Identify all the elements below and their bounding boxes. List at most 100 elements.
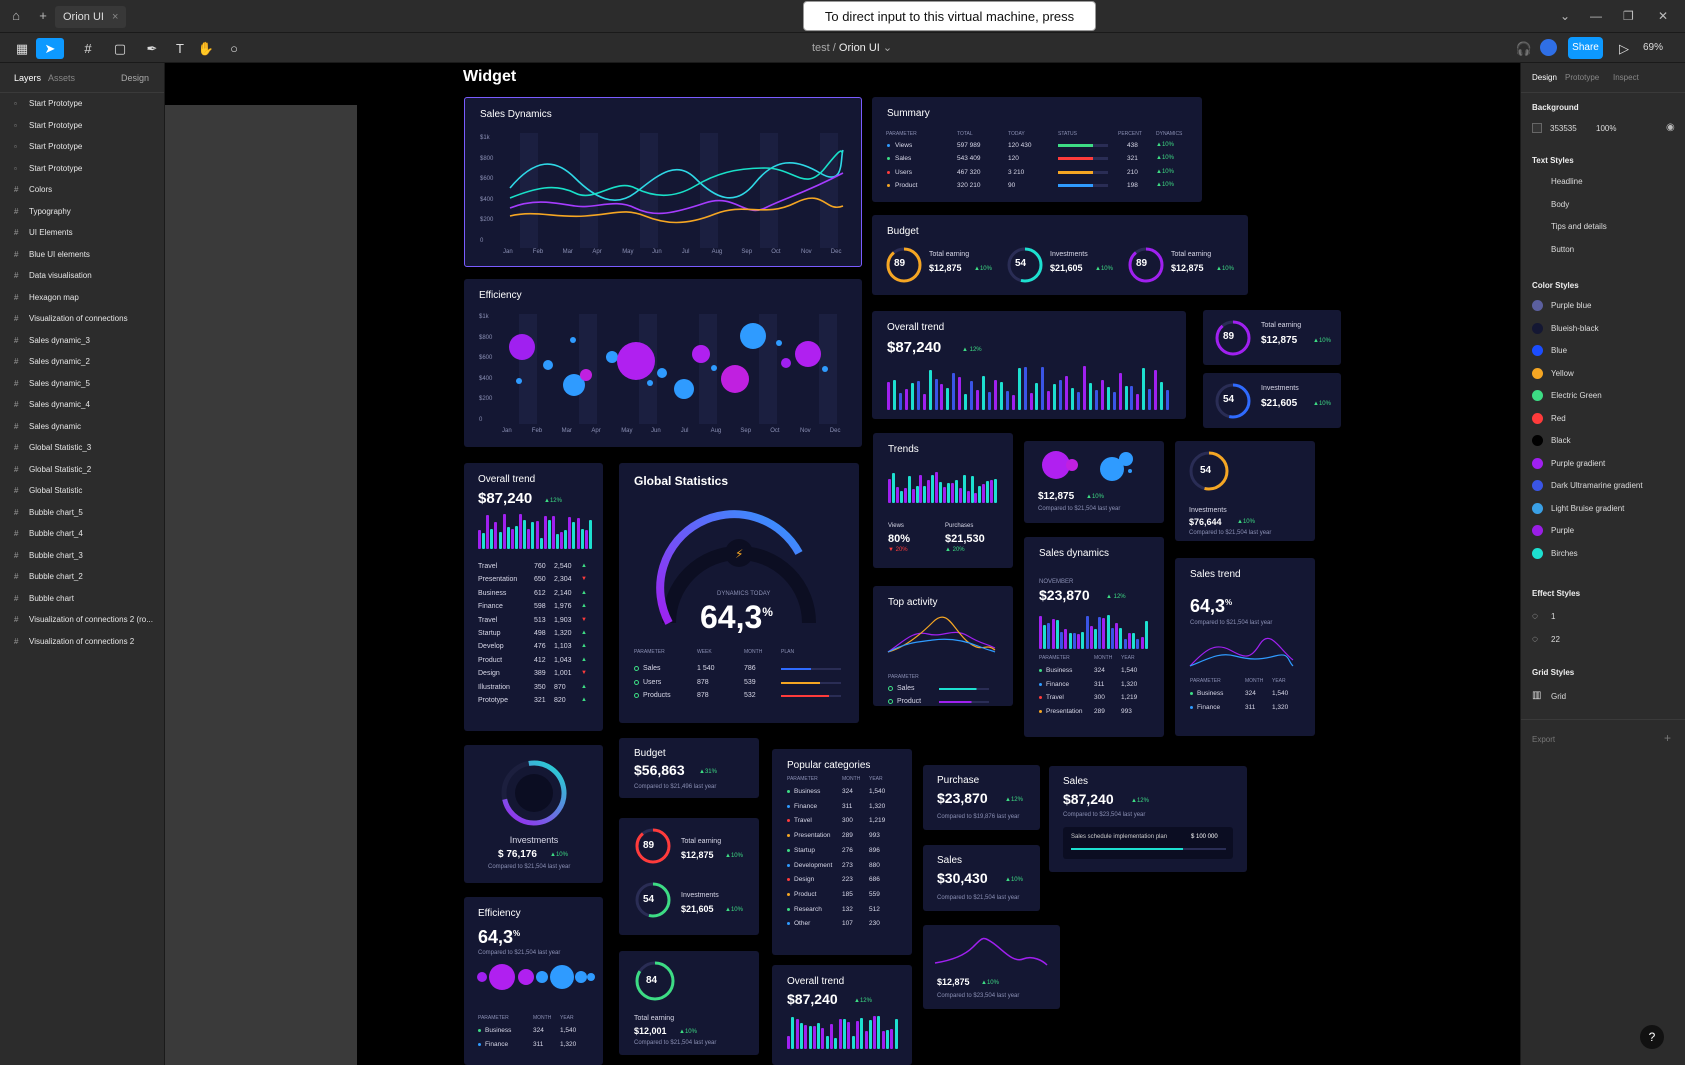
layer-item[interactable]: ▫ Start Prototype — [14, 99, 82, 108]
color-swatch[interactable] — [1532, 367, 1543, 379]
investments-card[interactable]: 54 Investments $76,644 ▲10% Compared to … — [1175, 441, 1315, 541]
close-icon[interactable]: × — [111, 11, 119, 23]
overall-trend-small-card[interactable]: Overall trend $87,240 ▲12% — [772, 965, 912, 1065]
layer-item[interactable]: # Typography — [14, 207, 71, 216]
shape-tool-icon[interactable]: ▢ — [113, 41, 127, 56]
layer-item[interactable]: # Global Statistic_3 — [14, 443, 91, 452]
share-button[interactable]: Share — [1568, 37, 1603, 59]
color-swatch[interactable] — [1532, 502, 1543, 514]
text-style-item[interactable]: Button — [1551, 244, 1575, 254]
text-style-item[interactable]: Headline — [1551, 177, 1583, 186]
sales-trend-card[interactable]: Sales trend 64,3% Compared to $21,504 la… — [1175, 558, 1315, 736]
breadcrumb[interactable]: test / Orion UI ⌄ — [812, 42, 893, 54]
color-swatch[interactable] — [1532, 457, 1543, 469]
total-earning-mini-card[interactable]: 89 Total earning $12,875 ▲10% — [1203, 310, 1341, 365]
color-swatch[interactable] — [1532, 547, 1543, 559]
layer-item[interactable]: # Visualization of connections 2 (ro... — [14, 615, 153, 624]
home-icon[interactable]: ⌂ — [12, 8, 20, 23]
layer-item[interactable]: # Bubble chart_4 — [14, 529, 83, 538]
layer-item[interactable]: # UI Elements — [14, 228, 73, 237]
layer-item[interactable]: # Bubble chart_3 — [14, 551, 83, 560]
color-swatch[interactable] — [1532, 300, 1543, 311]
layer-item[interactable]: # Sales dynamic_2 — [14, 357, 90, 366]
overall-trend-list-card[interactable]: Overall trend $87,240 ▲ 12% Travel 760 2,54… — [464, 463, 603, 731]
tab-prototype[interactable]: Prototype — [1565, 73, 1600, 82]
popular-categories-card[interactable]: Popular categories PARAMETER MONTH YEAR Bus… — [772, 749, 912, 955]
color-style-label[interactable]: Birches — [1551, 548, 1578, 558]
background-opacity[interactable]: 100% — [1596, 124, 1617, 133]
text-style-item[interactable]: Body — [1551, 199, 1570, 209]
file-tab[interactable]: Orion UI × — [55, 6, 127, 28]
layer-item[interactable]: # Data visualisation — [14, 271, 92, 280]
page-selector[interactable]: Design — [121, 73, 150, 83]
line-mini-card[interactable]: $12,875 ▲10% Compared to $23,504 last ye… — [923, 925, 1060, 1009]
play-icon[interactable]: ▷ — [1619, 41, 1629, 56]
file-name[interactable]: Orion UI — [838, 42, 880, 54]
color-style-label[interactable]: Purple gradient — [1551, 458, 1606, 468]
help-button[interactable]: ? — [1640, 1025, 1664, 1049]
summary-card[interactable]: Summary PARAMETER TOTAL TODAY STATUS PERCENT… — [872, 97, 1202, 202]
investments-mini-card[interactable]: 54 Investments $21,605 ▲10% — [1203, 373, 1341, 428]
color-style-label[interactable]: Dark Ultramarine gradient — [1551, 481, 1643, 490]
headphones-icon[interactable]: 🎧 — [1515, 41, 1533, 56]
tab-layers[interactable]: Layers — [14, 73, 42, 83]
color-swatch[interactable] — [1532, 412, 1543, 424]
layer-item[interactable]: # Bubble chart_2 — [14, 572, 83, 581]
color-style-label[interactable]: Yellow — [1551, 368, 1574, 378]
color-swatch[interactable] — [1532, 480, 1543, 491]
canvas[interactable]: Widget Sales Dynamics $1k $800 $600 $400 $20… — [165, 63, 1520, 1065]
sales-dynamics-card[interactable]: Sales Dynamics $1k $800 $600 $400 $200 0 Jan Fe… — [464, 97, 862, 267]
text-tool-icon[interactable]: T — [176, 41, 184, 56]
tab-assets[interactable]: Assets — [48, 73, 76, 83]
new-tab-icon[interactable]: + — [39, 8, 47, 23]
background-swatch[interactable] — [1532, 123, 1542, 133]
bubble-summary-card[interactable]: $12,875 ▲10% Compared to $21,504 last ye… — [1024, 441, 1164, 523]
chevron-down-icon[interactable]: ⌄ — [1560, 9, 1571, 23]
efficiency-card[interactable]: Efficiency $1k $800 $600 $400 $200 0 Jan Feb Mar… — [464, 279, 862, 447]
color-style-label[interactable]: Blue — [1551, 346, 1568, 355]
layer-item[interactable]: # Visualization of connections 2 — [14, 637, 134, 646]
color-swatch[interactable] — [1532, 322, 1543, 334]
grid-style-item[interactable]: Grid — [1551, 692, 1567, 701]
sales-dynamics-small-card[interactable]: Sales dynamics NOVEMBER $23,870 ▲ 12% PA… — [1024, 537, 1164, 737]
overall-trend-card[interactable]: Overall trend $87,240 ▲ 12% — [872, 311, 1186, 419]
effect-style-item[interactable]: 22 — [1551, 634, 1560, 644]
layer-item[interactable]: # Global Statistic — [14, 486, 82, 495]
layer-item[interactable]: ▫ Start Prototype — [14, 164, 82, 173]
layer-item[interactable]: # Visualization of connections — [14, 314, 128, 323]
color-swatch[interactable] — [1532, 390, 1543, 401]
efficiency-small-card[interactable]: Efficiency 64,3% Compared to $21,504 las… — [464, 897, 603, 1065]
trends-card[interactable]: Trends Views 80% ▼ 20% Purchases $21,530… — [873, 433, 1013, 568]
color-style-label[interactable]: Blueish-black — [1551, 323, 1599, 333]
sales-plan-card[interactable]: Sales $87,240 ▲12% Compared to $23,504 l… — [1049, 766, 1247, 872]
eye-icon[interactable]: ◉ — [1666, 122, 1675, 133]
budget-card[interactable]: Budget 89 Total earning $12,875 ▲10% 54 Inves… — [872, 215, 1248, 295]
color-style-label[interactable]: Light Bruise gradient — [1551, 503, 1625, 513]
project-name[interactable]: test — [812, 42, 830, 54]
color-style-label[interactable]: Black — [1551, 436, 1571, 445]
tab-inspect[interactable]: Inspect — [1613, 73, 1639, 82]
frame-tool-icon[interactable]: # — [84, 41, 92, 56]
layer-item[interactable]: # Sales dynamic_3 — [14, 336, 90, 345]
sales-small-card[interactable]: Sales $30,430 ▲10% Compared to $21,504 l… — [923, 845, 1040, 911]
layer-item[interactable]: # Sales dynamic_4 — [14, 400, 90, 409]
move-tool-icon[interactable]: ➤ — [36, 38, 64, 59]
layer-item[interactable]: ▫ Start Prototype — [14, 121, 82, 130]
layer-item[interactable]: # Bubble chart — [14, 594, 74, 603]
layer-item[interactable]: # Blue UI elements — [14, 250, 90, 259]
minimize-icon[interactable]: — — [1590, 9, 1602, 23]
zoom-level[interactable]: 69% — [1643, 42, 1664, 53]
main-menu-icon[interactable]: ▦ — [15, 41, 29, 56]
investments-donut-card[interactable]: Investments $ 76,176 ▲10% Compared to $2… — [464, 745, 603, 883]
global-statistics-card[interactable]: Global Statistics ⚡ DYNAMICS TODAY 64,3%… — [619, 463, 859, 723]
layer-item[interactable]: # Hexagon map — [14, 293, 79, 302]
comment-tool-icon[interactable]: ○ — [230, 41, 238, 56]
color-style-label[interactable]: Purple blue — [1551, 301, 1592, 310]
purchase-card[interactable]: Purchase $23,870 ▲12% Compared to $19,87… — [923, 765, 1040, 830]
total-earning-card[interactable]: 84 Total earning $12,001 ▲10% Compared t… — [619, 951, 759, 1055]
tab-design[interactable]: Design — [1532, 73, 1557, 82]
color-swatch[interactable] — [1532, 435, 1543, 446]
color-style-label[interactable]: Electric Green — [1551, 391, 1602, 400]
layer-item[interactable]: # Sales dynamic_5 — [14, 379, 90, 388]
